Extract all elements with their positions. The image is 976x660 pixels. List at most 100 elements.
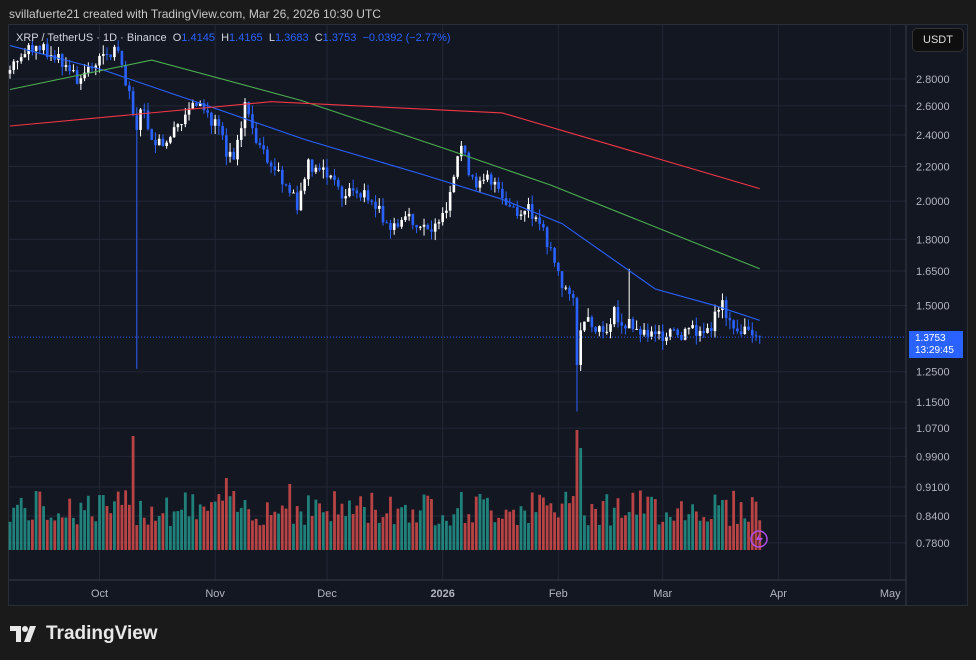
candle <box>579 330 582 365</box>
candle <box>87 66 90 73</box>
candle <box>42 44 45 51</box>
volume-bar <box>564 491 568 550</box>
volume-bar <box>83 510 86 550</box>
volume-bar <box>556 517 560 550</box>
candle <box>273 166 277 171</box>
volume-bar <box>232 490 236 550</box>
candle <box>605 331 609 333</box>
volume-bar <box>389 496 392 550</box>
volume-bar <box>325 511 329 550</box>
candle <box>665 336 668 341</box>
candle <box>348 188 351 197</box>
volume-bar <box>288 484 292 550</box>
volume-bar <box>680 501 683 550</box>
tradingview-logo[interactable]: TradingView <box>10 623 158 645</box>
candle <box>553 247 556 263</box>
candle <box>747 326 750 330</box>
currency-button[interactable]: USDT <box>912 28 964 52</box>
volume-bar <box>616 498 620 550</box>
volume-bar <box>210 502 213 550</box>
volume-bar <box>549 503 553 550</box>
candle <box>262 145 265 150</box>
volume-bar <box>694 511 698 550</box>
candle <box>441 212 444 223</box>
volume-bar <box>142 517 146 550</box>
volume-bar <box>635 514 639 550</box>
volume-bar <box>86 495 90 550</box>
candle <box>16 61 19 63</box>
x-tick-label: Nov <box>205 588 225 600</box>
volume-bar <box>105 506 109 550</box>
volume-bar <box>98 495 101 550</box>
candle <box>310 159 314 172</box>
candle <box>732 320 735 329</box>
candle <box>635 328 638 330</box>
candle <box>568 287 571 295</box>
candle <box>243 102 247 129</box>
volume-bar <box>49 517 53 550</box>
volume-bar <box>362 507 366 550</box>
candle <box>598 326 601 332</box>
volume-bar <box>433 525 437 550</box>
candle <box>221 125 224 136</box>
volume-bar <box>265 502 269 550</box>
volume-bar <box>456 508 459 550</box>
change-value: −0.0392 (−2.77%) <box>362 32 451 44</box>
volume-bar <box>612 507 616 550</box>
volume-bar <box>284 508 288 550</box>
volume-bar <box>430 498 433 550</box>
candle <box>489 174 493 185</box>
candle <box>721 300 724 311</box>
candle <box>612 307 616 325</box>
volume-bar <box>601 501 605 550</box>
symbol-label[interactable]: XRP / TetherUS · 1D · Binance <box>16 32 167 44</box>
candle <box>609 324 612 332</box>
candle <box>377 205 381 209</box>
y-tick-label: 2.6000 <box>916 101 950 113</box>
candle <box>344 196 347 199</box>
candle <box>98 55 101 66</box>
candle <box>456 156 459 177</box>
x-tick-label: Feb <box>549 588 568 600</box>
candle <box>195 102 198 106</box>
candle <box>381 205 385 223</box>
candle <box>695 325 698 336</box>
volume-bar <box>732 490 736 550</box>
volume-bar <box>344 516 348 550</box>
volume-bar <box>165 497 169 550</box>
candle <box>232 151 236 160</box>
candle <box>601 326 605 333</box>
candle <box>639 328 642 335</box>
volume-bar <box>135 525 139 550</box>
candle <box>460 145 463 157</box>
volume-bar <box>758 520 762 550</box>
volume-bar <box>441 515 445 550</box>
volume-bar <box>571 496 575 550</box>
volume-bar <box>150 506 154 550</box>
volume-bar <box>109 513 113 550</box>
volume-bar <box>307 495 310 550</box>
alert-bolt-icon <box>750 530 768 548</box>
volume-bar <box>355 505 359 550</box>
candle <box>169 137 172 143</box>
candle <box>46 44 49 57</box>
volume-bar <box>228 496 232 550</box>
volume-bar <box>709 519 713 550</box>
x-tick-label: May <box>880 588 901 600</box>
volume-bar <box>504 509 508 550</box>
volume-bar <box>657 524 661 550</box>
candle <box>691 325 694 329</box>
volume-bar <box>706 521 709 550</box>
candle <box>124 64 127 86</box>
candle <box>706 327 709 333</box>
volume-bar <box>687 514 691 550</box>
volume-bar <box>381 517 385 550</box>
candle <box>187 108 191 115</box>
candle <box>269 162 273 167</box>
moving-average-line <box>9 45 760 321</box>
volume-bar <box>113 501 116 550</box>
candle <box>586 317 590 322</box>
volume-bar <box>57 513 60 550</box>
candle <box>318 167 321 170</box>
